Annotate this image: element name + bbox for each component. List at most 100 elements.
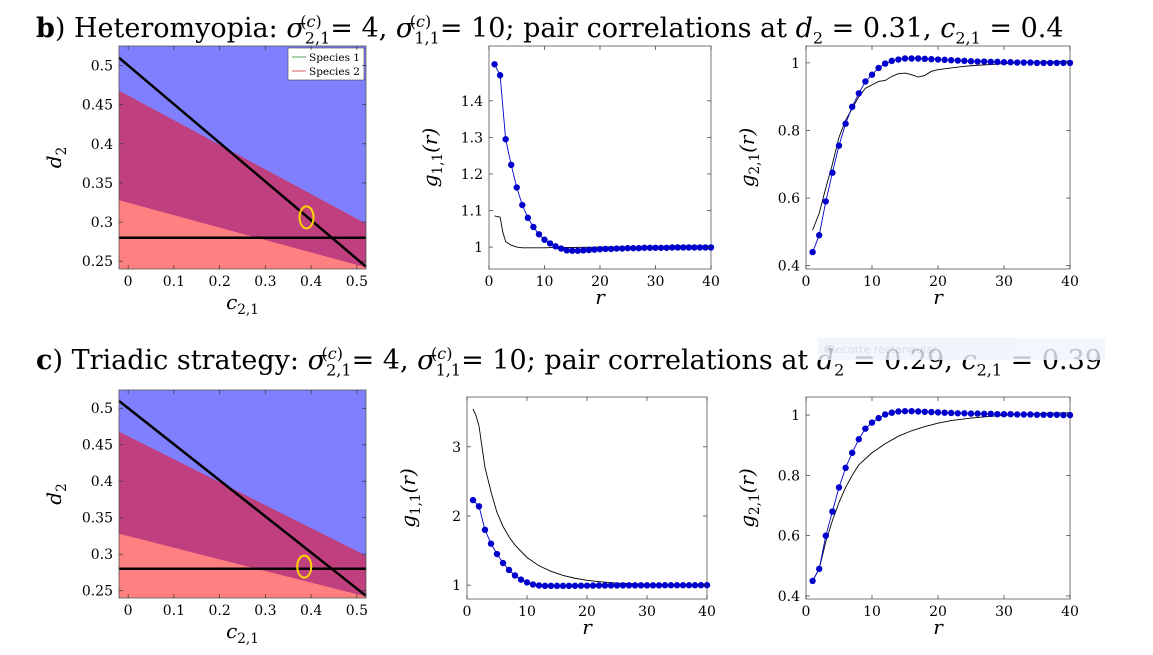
y-tick-label: 0.4 — [91, 474, 113, 490]
legend: Species 1 Species 2 — [287, 47, 365, 81]
data-point — [1027, 59, 1034, 66]
data-point — [882, 411, 889, 418]
legend-box — [287, 47, 365, 81]
data-point — [487, 540, 495, 547]
data-point — [809, 577, 816, 585]
data-point — [505, 566, 513, 574]
y-tick-label: 0.8 — [778, 468, 800, 484]
x-tick-label: 10 — [863, 274, 881, 290]
data-point — [496, 72, 504, 79]
selected-point-marker — [298, 205, 315, 230]
data-point — [607, 582, 615, 589]
data-point — [529, 581, 537, 588]
plot-frame — [118, 389, 367, 599]
x-tick-label: 30 — [647, 274, 665, 290]
data-point — [822, 198, 829, 205]
data-point — [624, 244, 631, 252]
data-point — [667, 582, 675, 589]
x-tick-label: 20 — [578, 604, 596, 620]
data-point — [901, 407, 909, 415]
data-point — [1060, 411, 1067, 419]
x-tick-label: 0 — [802, 274, 811, 290]
x-tick-label: 0.5 — [346, 274, 368, 290]
data-point — [875, 64, 882, 72]
overlay-label: Recorte rectangular — [828, 343, 938, 356]
x-axis-label: r — [595, 285, 606, 309]
data-point — [552, 243, 559, 250]
y-axis-label: g2,1(r) — [735, 128, 763, 188]
data-point — [875, 414, 882, 422]
panel-title: Heteromyopia: — [74, 13, 278, 44]
data-point — [511, 572, 519, 579]
data-point — [862, 78, 869, 85]
x-tick-label: 30 — [995, 274, 1013, 290]
y-tick-label: 0.3 — [91, 547, 113, 563]
y-tick-label: 0.45 — [82, 98, 113, 114]
plot-frame — [488, 45, 712, 270]
sigma11-value: 10 — [471, 13, 506, 44]
data-point — [559, 582, 567, 590]
data-point — [967, 410, 975, 417]
x-tick-label: 0.4 — [300, 603, 322, 619]
y-tick-label: 1 — [474, 240, 483, 256]
y-tick-label: 1.3 — [461, 130, 483, 146]
data-point — [649, 582, 657, 589]
data-point — [994, 410, 1001, 418]
data-point — [822, 532, 829, 539]
y-tick-label: 0.25 — [82, 584, 113, 600]
sigma21-value: 4 — [382, 345, 400, 376]
data-point — [607, 245, 615, 253]
pair-text: pair correlations at — [544, 345, 809, 376]
y-tick-label: 0.5 — [91, 59, 113, 75]
y-tick-label: 1 — [791, 56, 800, 72]
y-tick-label: 1 — [791, 408, 800, 424]
y-axis-label: g1,1(r) — [418, 128, 446, 188]
data-point — [1020, 411, 1027, 418]
d2-value: 0.31 — [862, 13, 924, 44]
data-point — [541, 582, 549, 590]
data-point — [580, 247, 587, 254]
data-point — [696, 244, 704, 251]
data-point — [574, 247, 581, 254]
data-point — [816, 565, 823, 573]
data-point — [855, 436, 862, 443]
data-point — [895, 56, 902, 63]
x-tick-label: 10 — [863, 604, 881, 620]
legend-entry: Species 2 — [309, 66, 360, 78]
data-point — [1027, 411, 1034, 418]
thin-series-line — [472, 408, 707, 586]
data-point — [849, 449, 856, 456]
x-tick-label: 0.2 — [208, 274, 230, 290]
data-point — [1047, 59, 1054, 67]
data-point — [901, 55, 909, 62]
data-point — [541, 236, 548, 243]
y-tick-label: 0.35 — [82, 511, 113, 527]
data-point — [934, 409, 942, 416]
dotted-series-line — [812, 58, 1070, 253]
data-point — [1040, 59, 1047, 67]
y-tick-label: 2 — [452, 509, 461, 525]
data-point — [974, 410, 981, 417]
data-point — [842, 464, 849, 472]
data-point — [842, 120, 849, 127]
y-tick-label: 0.4 — [778, 589, 800, 605]
boundary-line — [118, 399, 367, 597]
data-point — [915, 55, 922, 62]
data-point — [619, 582, 627, 589]
x-tick-label: 0 — [463, 604, 472, 620]
c21-value: 0.4 — [1020, 13, 1064, 44]
species2-region — [119, 533, 366, 598]
data-point — [1060, 59, 1067, 67]
data-point — [809, 248, 816, 256]
data-point — [1053, 411, 1060, 418]
data-point — [961, 57, 968, 65]
x-tick-label: 30 — [995, 604, 1013, 620]
y-tick-label: 0.6 — [778, 529, 800, 545]
selected-point-marker — [296, 554, 313, 579]
data-point — [921, 408, 928, 415]
data-point — [553, 582, 561, 590]
panel-b-caption: b) Heteromyopia: σ2,1(c) = 4, σ1,1(c) = … — [36, 12, 1064, 48]
x-tick-label: 0.5 — [346, 603, 368, 619]
data-point — [961, 410, 968, 417]
y-tick-label: 0.25 — [82, 254, 113, 270]
